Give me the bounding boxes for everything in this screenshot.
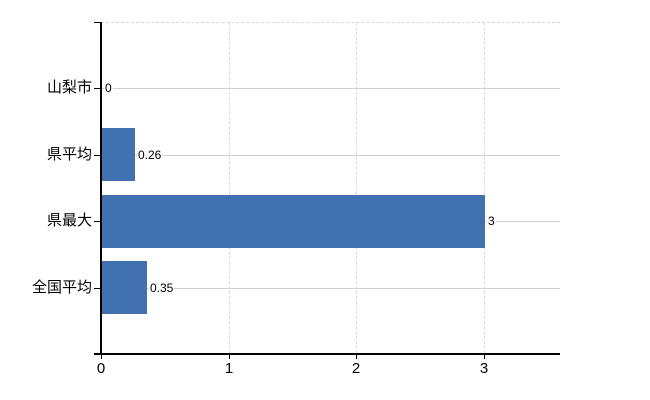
vertical-gridline [356,22,357,354]
horizontal-gridline [101,288,560,289]
horizontal-gridline [101,88,560,89]
x-axis-tick [356,355,357,359]
y-axis-tick [94,155,101,156]
value-label: 0 [104,81,113,95]
x-axis-tick [484,355,485,359]
x-tick-label: 2 [351,360,361,377]
x-axis [94,353,560,355]
y-axis-tick [94,88,101,89]
category-label: 山梨市 [46,79,92,96]
bar [102,195,485,248]
vertical-gridline [483,22,485,354]
bar [102,128,135,181]
value-label: 0.35 [149,281,175,295]
category-label: 県最大 [46,212,92,229]
y-axis-top-tick [94,22,101,23]
x-tick-label: 0 [96,360,106,377]
horizontal-gridline [101,155,560,156]
category-label: 県平均 [46,146,92,163]
x-tick-label: 3 [479,360,489,377]
bar [102,261,147,314]
x-tick-label: 1 [224,360,234,377]
plot-top-border [101,22,560,23]
vertical-gridline [228,22,230,354]
category-label: 全国平均 [31,279,92,296]
value-label: 3 [487,214,496,228]
y-axis [100,22,102,354]
y-axis-tick [94,221,101,222]
y-axis-tick [94,288,101,289]
x-axis-tick [101,355,102,359]
x-axis-tick [229,355,230,359]
value-label: 0.26 [137,148,163,162]
